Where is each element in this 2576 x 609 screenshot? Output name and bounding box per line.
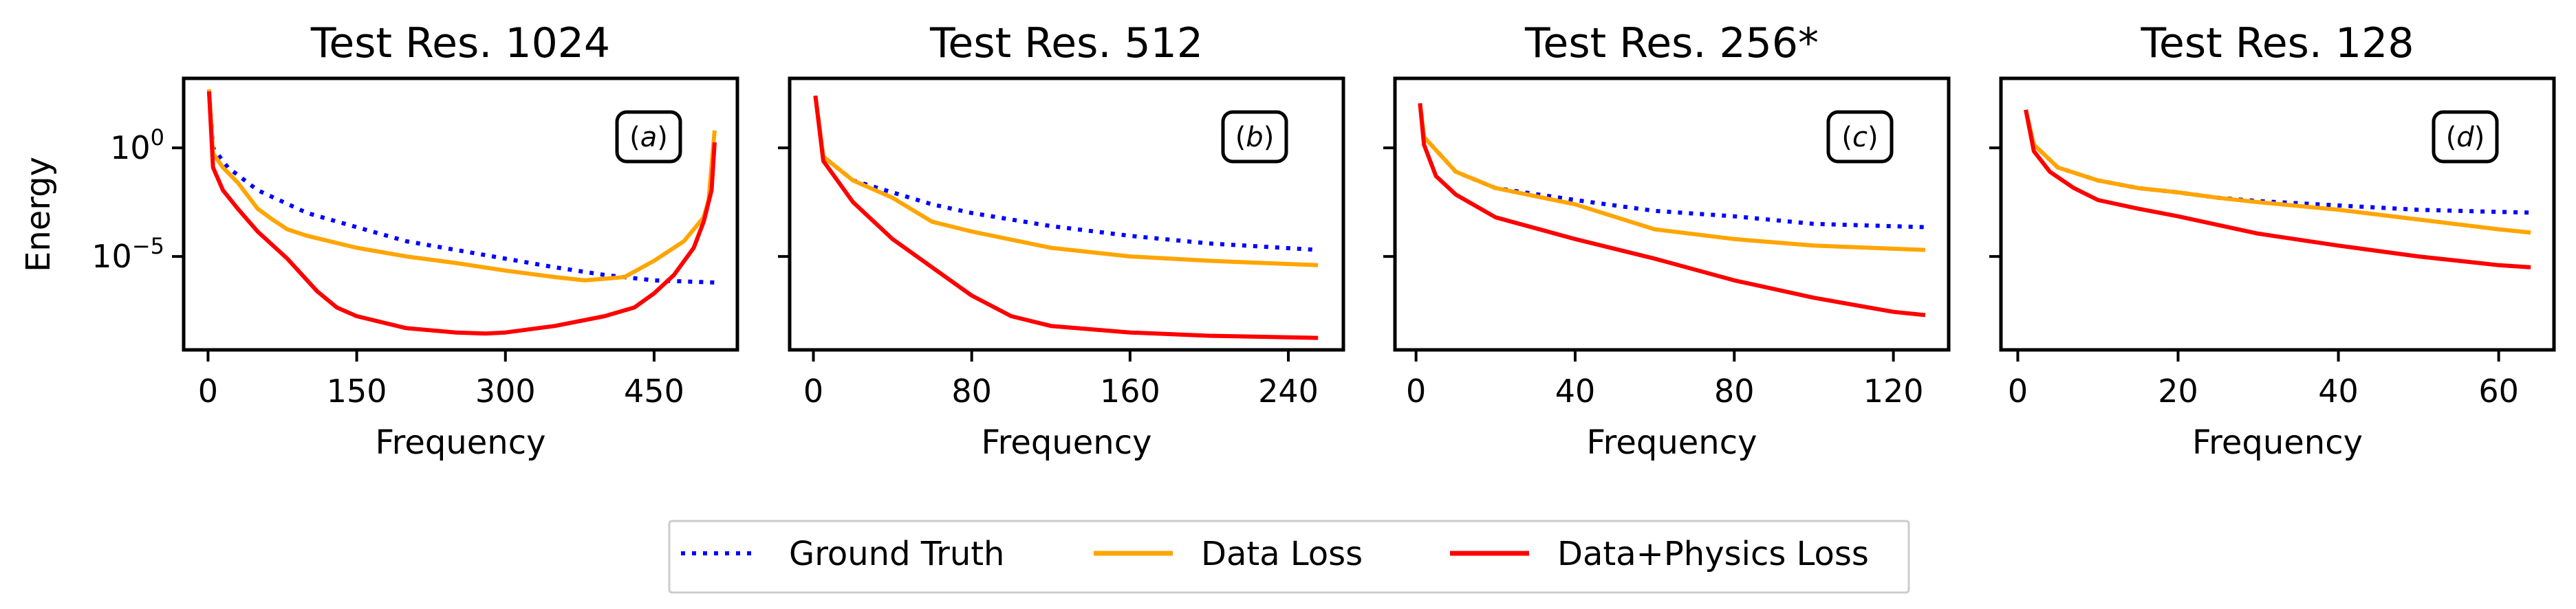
panel-title: Test Res. 512 [929, 19, 1203, 67]
series-line-data-physics-loss [813, 95, 1319, 340]
legend: Ground Truth Data Loss Data+Physics Loss [668, 520, 1910, 594]
axes-frame [1999, 76, 2556, 352]
x-tick-label: 20 [2158, 373, 2198, 410]
x-tick-label: 80 [951, 373, 992, 410]
series-group [206, 89, 717, 336]
legend-entry-ground-truth: Ground Truth [681, 535, 1004, 573]
x-tick-label: 450 [624, 373, 684, 410]
x-tick-label: 0 [198, 373, 218, 410]
panel-title: Test Res. 128 [2140, 19, 2414, 67]
legend-entry-data-physics-loss: Data+Physics Loss [1450, 535, 1869, 573]
series-group [2024, 109, 2531, 269]
panel-tag-box [615, 110, 682, 164]
series-line-data-physics-loss [206, 91, 717, 336]
panel-tag-label: (b) [1235, 122, 1275, 153]
legend-label-data-physics-loss: Data+Physics Loss [1557, 535, 1869, 573]
y-tick-label: 10−5 [91, 233, 164, 275]
x-tick-label: 160 [1100, 373, 1160, 410]
x-tick-label: 150 [327, 373, 387, 410]
x-axis-label: Frequency [2192, 423, 2363, 462]
legend-entry-data-loss: Data Loss [1094, 535, 1363, 573]
y-tick-label: 100 [110, 124, 164, 166]
series-line-data-loss [2024, 109, 2531, 235]
panel-title: Test Res. 1024 [310, 19, 610, 67]
panel-a: Test Res. 1024 0 150 300 450 Frequency 100 10−5… [91, 19, 739, 462]
x-tick-label: 80 [1714, 373, 1755, 410]
x-axis-label: Frequency [376, 423, 546, 462]
legend-label-ground-truth: Ground Truth [789, 535, 1004, 573]
panels: Test Res. 1024 0 150 300 450 Frequency 100 10−5… [91, 19, 2556, 462]
series-line-data-physics-loss [2024, 109, 2531, 269]
panel-tag-label: (a) [629, 122, 668, 153]
series-line-data-physics-loss [1418, 103, 1926, 318]
panel-tag-box [2432, 110, 2499, 164]
legend-label-data-loss: Data Loss [1201, 535, 1363, 573]
panel-title: Test Res. 256* [1524, 19, 1819, 67]
x-tick-label: 0 [1406, 373, 1426, 410]
y-axis-label: Energy [19, 157, 58, 272]
axes-frame [788, 76, 1345, 352]
series-line-data-loss [206, 89, 717, 283]
x-tick-label: 300 [475, 373, 536, 410]
series-group [813, 95, 1319, 340]
x-tick-label: 240 [1258, 373, 1319, 410]
legend-frame [668, 520, 1910, 594]
panel-tag-box [1826, 110, 1894, 164]
panel-tag-label: (c) [1841, 122, 1878, 153]
series-group [1418, 102, 1926, 318]
series-line-data-loss [813, 95, 1319, 267]
panel-tag-box [1221, 110, 1288, 164]
x-tick-label: 40 [1555, 373, 1596, 410]
series-line-data-loss [1418, 102, 1926, 252]
x-tick-label: 60 [2478, 373, 2519, 410]
panel-tag-label: (d) [2446, 122, 2485, 153]
panel-b: Test Res. 512 0 80 160 240 Frequency (b) [778, 19, 1345, 462]
x-tick-label: 0 [2008, 373, 2028, 410]
x-tick-label: 40 [2318, 373, 2359, 410]
axes-frame [1393, 76, 1951, 352]
panel-d: Test Res. 128 0 20 40 60 Frequency (d) [1989, 19, 2556, 462]
x-axis-label: Frequency [982, 423, 1152, 462]
x-tick-label: 120 [1863, 373, 1924, 410]
x-tick-label: 0 [803, 373, 823, 410]
series-line-ground-truth [206, 91, 715, 285]
x-axis-label: Frequency [1587, 423, 1757, 462]
axes-frame [182, 76, 739, 352]
panel-c: Test Res. 256* 0 40 80 120 Frequency (c) [1383, 19, 1951, 462]
